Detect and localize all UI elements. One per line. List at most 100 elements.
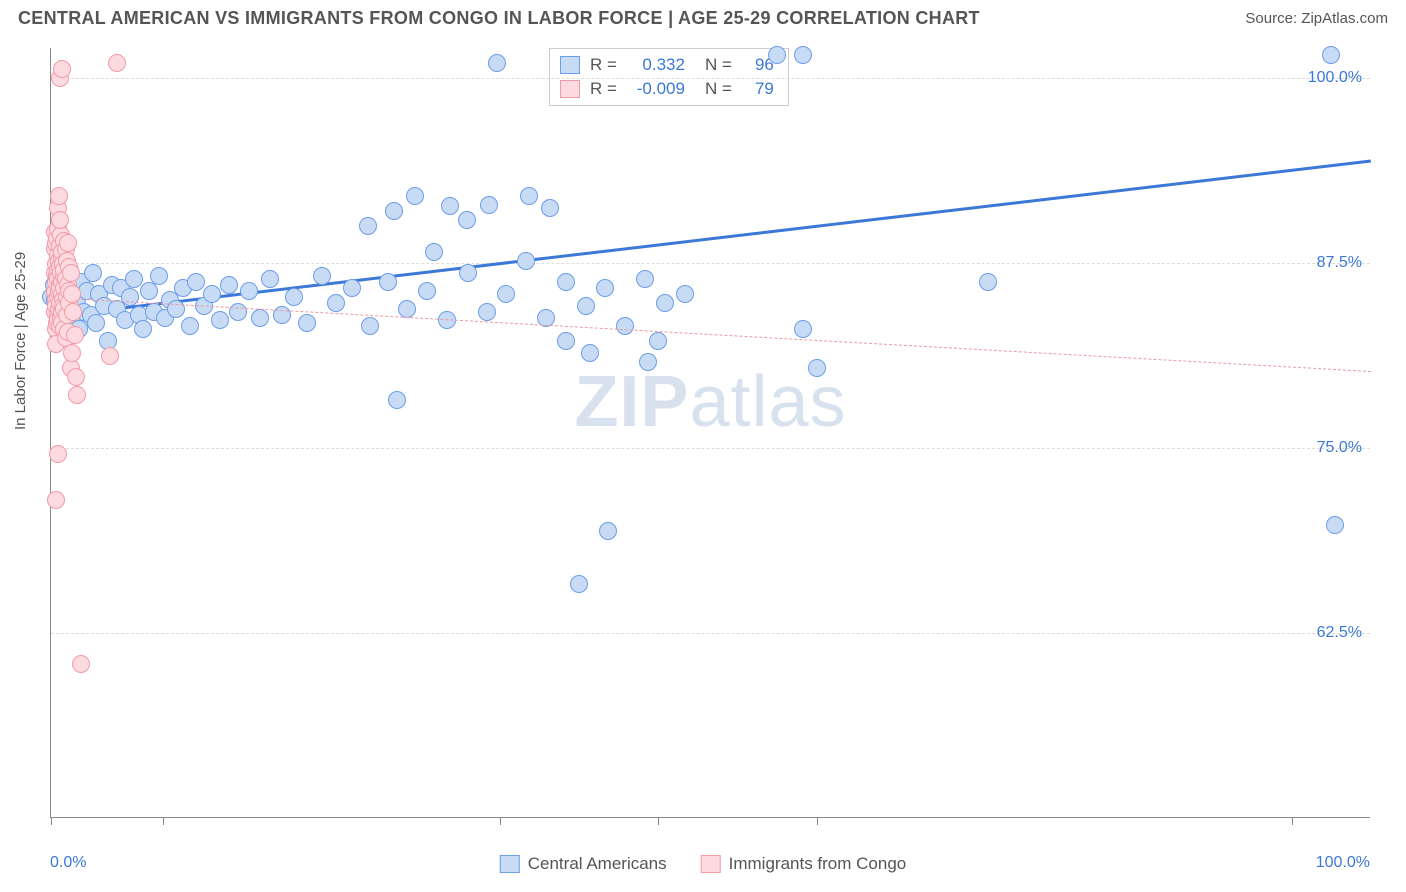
data-point (557, 332, 575, 350)
data-point (794, 320, 812, 338)
data-point (313, 267, 331, 285)
data-point (229, 303, 247, 321)
data-point (388, 391, 406, 409)
data-point (557, 273, 575, 291)
x-tick (817, 817, 818, 825)
data-point (59, 234, 77, 252)
plot-area: ZIPatlas R =0.332N =96R =-0.009N =79 62.… (50, 48, 1370, 818)
data-point (541, 199, 559, 217)
data-point (167, 300, 185, 318)
data-point (101, 347, 119, 365)
data-point (676, 285, 694, 303)
data-point (72, 655, 90, 673)
data-point (359, 217, 377, 235)
data-point (285, 288, 303, 306)
y-tick-label: 87.5% (1317, 254, 1362, 272)
data-point (361, 317, 379, 335)
source-attribution: Source: ZipAtlas.com (1245, 10, 1388, 27)
legend-swatch (701, 855, 721, 873)
data-point (458, 211, 476, 229)
legend-item: Immigrants from Congo (701, 854, 907, 874)
data-point (181, 317, 199, 335)
data-point (108, 54, 126, 72)
data-point (616, 317, 634, 335)
series-legend: Central Americans Immigrants from Congo (500, 854, 907, 874)
data-point (459, 264, 477, 282)
data-point (273, 306, 291, 324)
data-point (649, 332, 667, 350)
data-point (808, 359, 826, 377)
data-point (1322, 46, 1340, 64)
data-point (1326, 516, 1344, 534)
data-point (327, 294, 345, 312)
data-point (53, 60, 71, 78)
data-point (581, 344, 599, 362)
grid-line (51, 263, 1370, 264)
data-point (68, 386, 86, 404)
legend-swatch (560, 56, 580, 74)
data-point (261, 270, 279, 288)
data-point (251, 309, 269, 327)
trend-line (51, 297, 1371, 372)
y-tick-label: 75.0% (1317, 439, 1362, 457)
legend-row: R =-0.009N =79 (560, 77, 774, 101)
data-point (140, 282, 158, 300)
data-point (418, 282, 436, 300)
data-point (497, 285, 515, 303)
y-tick-label: 62.5% (1317, 624, 1362, 642)
data-point (64, 303, 82, 321)
data-point (768, 46, 786, 64)
data-point (49, 445, 67, 463)
data-point (636, 270, 654, 288)
x-axis-max-label: 100.0% (1316, 854, 1370, 872)
data-point (50, 187, 68, 205)
y-axis-label: In Labor Force | Age 25-29 (12, 252, 29, 430)
data-point (441, 197, 459, 215)
y-tick-label: 100.0% (1308, 69, 1362, 87)
data-point (517, 252, 535, 270)
data-point (187, 273, 205, 291)
data-point (134, 320, 152, 338)
data-point (639, 353, 657, 371)
data-point (203, 285, 221, 303)
x-axis-min-label: 0.0% (50, 854, 86, 872)
chart-title: CENTRAL AMERICAN VS IMMIGRANTS FROM CONG… (18, 8, 980, 29)
data-point (63, 344, 81, 362)
data-point (240, 282, 258, 300)
data-point (84, 264, 102, 282)
data-point (121, 288, 139, 306)
data-point (979, 273, 997, 291)
data-point (425, 243, 443, 261)
data-point (656, 294, 674, 312)
data-point (211, 311, 229, 329)
data-point (150, 267, 168, 285)
data-point (63, 285, 81, 303)
data-point (599, 522, 617, 540)
data-point (87, 314, 105, 332)
data-point (596, 279, 614, 297)
data-point (67, 368, 85, 386)
grid-line (51, 78, 1370, 79)
x-tick (658, 817, 659, 825)
data-point (794, 46, 812, 64)
data-point (577, 297, 595, 315)
legend-swatch (500, 855, 520, 873)
data-point (570, 575, 588, 593)
grid-line (51, 448, 1370, 449)
x-tick (163, 817, 164, 825)
data-point (520, 187, 538, 205)
data-point (488, 54, 506, 72)
x-tick (1292, 817, 1293, 825)
legend-row: R =0.332N =96 (560, 53, 774, 77)
legend-swatch (560, 80, 580, 98)
watermark: ZIPatlas (574, 361, 846, 443)
data-point (379, 273, 397, 291)
data-point (385, 202, 403, 220)
data-point (51, 211, 69, 229)
data-point (406, 187, 424, 205)
data-point (62, 264, 80, 282)
legend-item: Central Americans (500, 854, 667, 874)
data-point (480, 196, 498, 214)
x-tick (51, 817, 52, 825)
data-point (66, 326, 84, 344)
